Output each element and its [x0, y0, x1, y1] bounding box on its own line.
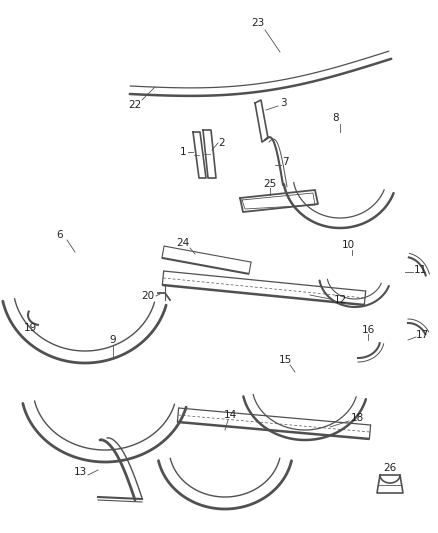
- Text: 13: 13: [74, 467, 87, 477]
- Text: 3: 3: [280, 98, 286, 108]
- Text: 20: 20: [141, 291, 155, 301]
- Text: 18: 18: [350, 413, 364, 423]
- Text: 14: 14: [223, 410, 237, 420]
- Text: 11: 11: [413, 265, 427, 275]
- Text: 9: 9: [110, 335, 117, 345]
- Text: 25: 25: [263, 179, 277, 189]
- Text: 22: 22: [128, 100, 141, 110]
- Text: 17: 17: [415, 330, 429, 340]
- Text: 23: 23: [251, 18, 265, 28]
- Text: 8: 8: [333, 113, 339, 123]
- Text: 24: 24: [177, 238, 190, 248]
- Text: 19: 19: [23, 323, 37, 333]
- Text: 2: 2: [219, 138, 225, 148]
- Text: 6: 6: [57, 230, 64, 240]
- Text: 10: 10: [342, 240, 355, 250]
- Text: 7: 7: [282, 157, 288, 167]
- Text: 16: 16: [361, 325, 374, 335]
- Text: 26: 26: [383, 463, 397, 473]
- Text: 1: 1: [180, 147, 186, 157]
- Text: 12: 12: [333, 295, 346, 305]
- Text: 15: 15: [279, 355, 292, 365]
